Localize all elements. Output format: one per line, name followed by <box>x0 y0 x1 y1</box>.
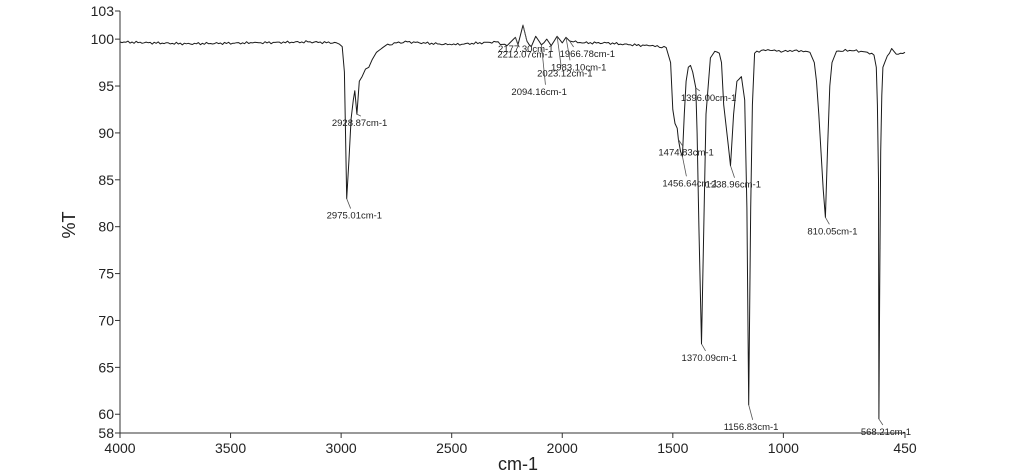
y-axis-title: %T <box>59 211 79 238</box>
peak-leader-line <box>878 418 884 426</box>
peak-label: 568.21cm-1 <box>861 427 911 438</box>
y-tick-label: 90 <box>98 125 114 141</box>
peak-label: 2975.01cm-1 <box>327 211 382 222</box>
peak-label: 1456.64cm-1 <box>662 178 717 189</box>
y-tick-label: 65 <box>98 359 114 375</box>
peak-leader-line <box>701 343 706 352</box>
peak-label: 1238.96cm-1 <box>706 180 761 191</box>
peak-label: 2094.16cm-1 <box>511 87 566 98</box>
axes <box>119 11 905 434</box>
peak-leader-line <box>748 404 754 420</box>
peak-label: 1474.83cm-1 <box>658 147 713 158</box>
peak-label: 2212.07cm-1 <box>497 49 552 60</box>
peak-annotations: 2975.01cm-1 2928.87cm-1 2212.07cm-12177.30… <box>327 24 911 438</box>
peak-leader-line <box>695 87 701 92</box>
peak-leader-line <box>825 217 830 225</box>
peak-label: 1396.00cm-1 <box>681 93 736 104</box>
y-tick-label: 95 <box>98 78 114 94</box>
x-tick-label: 2000 <box>547 440 578 456</box>
peak-leader-line <box>556 36 562 67</box>
y-tick-label: 58 <box>98 425 114 441</box>
peak-leader-line <box>730 165 735 178</box>
y-tick-label: 103 <box>91 3 115 19</box>
peak-leader-line <box>565 37 571 61</box>
y-tick-label: 100 <box>91 31 115 47</box>
peak-label: 2023.12cm-1 <box>537 68 592 79</box>
x-tick-label: 1000 <box>768 440 799 456</box>
x-tick-label: 3500 <box>215 440 246 456</box>
peak-label: 2177.30cm-1 <box>498 44 553 55</box>
y-tick-label: 60 <box>98 406 114 422</box>
y-tick-label: 80 <box>98 219 114 235</box>
peak-leader-line <box>356 113 362 117</box>
peak-label: 1370.09cm-1 <box>682 353 737 364</box>
y-tick-label: 85 <box>98 172 114 188</box>
y-tick-label: 75 <box>98 266 114 282</box>
peak-leader-line <box>682 156 687 177</box>
peak-label: 2928.87cm-1 <box>332 118 387 129</box>
peak-label: 1156.83cm-1 <box>724 422 779 433</box>
peak-leader-line <box>346 198 352 209</box>
x-tick-label: 2500 <box>436 440 467 456</box>
peak-leader-line <box>522 24 528 43</box>
spectrum-line <box>119 24 906 420</box>
x-tick-label: 4000 <box>104 440 135 456</box>
y-tick-label: 70 <box>98 312 114 328</box>
x-tick-label: 450 <box>893 440 917 456</box>
peak-leader-line <box>514 37 520 48</box>
peak-leader-line <box>569 40 574 48</box>
peak-label: 1983.10cm-1 <box>551 62 606 73</box>
peak-label: 810.05cm-1 <box>807 226 857 237</box>
x-axis-title: cm-1 <box>498 454 538 474</box>
peak-leader-line <box>541 44 546 85</box>
peak-leader-line <box>678 139 683 146</box>
peak-label: 1966.78cm-1 <box>560 49 615 60</box>
tick-group: 4000 3500 3000 2500 2000 1500 1000 450 58 60 65 70 7… <box>91 3 917 456</box>
x-tick-label: 1500 <box>657 440 688 456</box>
x-tick-label: 3000 <box>326 440 357 456</box>
